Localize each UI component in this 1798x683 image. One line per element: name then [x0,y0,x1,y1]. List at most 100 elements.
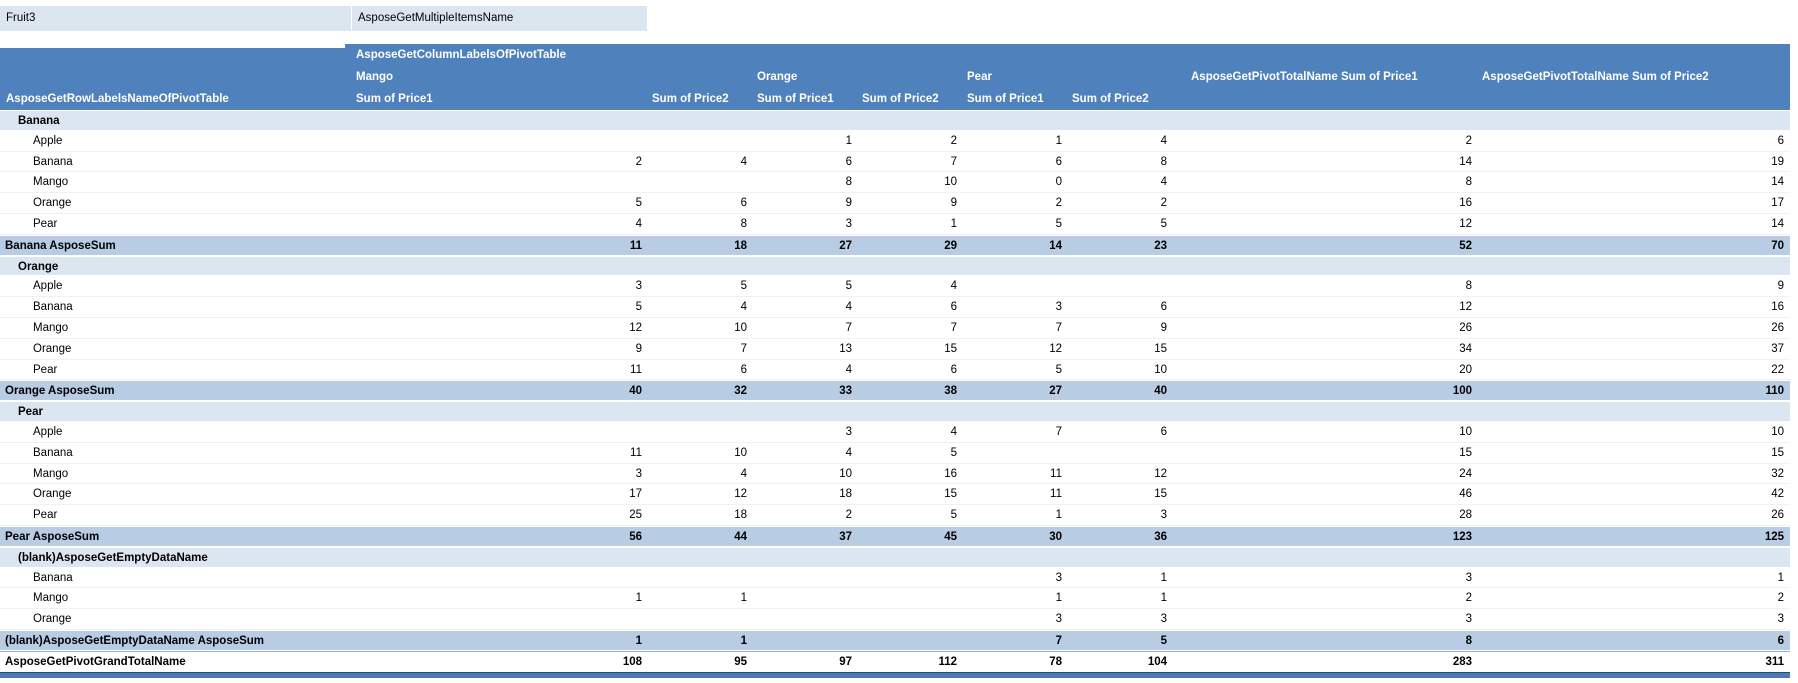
row-label-cell[interactable]: Banana [18,115,60,127]
value-cell[interactable] [963,443,1068,463]
value-cell[interactable]: 5 [1055,363,1062,376]
value-cell[interactable]: 10 [1459,425,1472,438]
value-cell[interactable] [753,609,858,629]
value-cell[interactable]: 32 [734,385,747,398]
value-cell[interactable]: 28 [1459,509,1472,522]
row-label-cell[interactable]: Orange [18,260,59,273]
value-cell[interactable]: 16 [1771,301,1784,314]
value-cell[interactable]: 34 [1459,342,1472,355]
value-cell[interactable]: 3 [1777,613,1784,626]
value-cell[interactable]: 36 [1154,530,1167,543]
value-cell[interactable]: 7 [740,342,747,355]
value-cell[interactable]: 2 [950,134,957,147]
column-labels-title-cell[interactable]: AsposeGetColumnLabelsOfPivotTable [356,49,567,61]
value-cell[interactable] [648,172,753,192]
value-cell[interactable]: 8 [1465,176,1472,189]
value-cell[interactable]: 1 [950,217,957,230]
value-cell[interactable]: 78 [1049,655,1062,668]
value-cell[interactable] [648,568,753,588]
value-cell[interactable]: 15 [1154,488,1167,501]
value-cell[interactable] [963,402,1068,421]
value-cell[interactable]: 24 [1459,467,1472,480]
value-cell[interactable] [963,548,1068,567]
value-cell[interactable]: 2 [1160,197,1167,210]
value-cell[interactable]: 9 [1777,280,1784,293]
column-group-mango[interactable]: Mango [356,71,394,83]
value-cell[interactable]: 4 [635,217,642,230]
value-cell[interactable] [858,609,963,629]
value-cell[interactable] [1173,548,1478,567]
value-cell[interactable]: 12 [1459,301,1472,314]
value-cell[interactable]: 5 [1160,217,1167,230]
value-cell[interactable]: 8 [740,217,747,230]
value-cell[interactable]: 7 [845,321,852,334]
total-column-price2-header[interactable]: AsposeGetPivotTotalName Sum of Price2 [1482,71,1709,83]
value-cell[interactable]: 4 [845,446,852,459]
column-group-orange[interactable]: Orange [757,71,798,83]
value-cell[interactable]: 15 [944,488,957,501]
row-label-cell[interactable]: Apple [33,134,63,147]
value-cell[interactable]: 1 [1160,571,1167,584]
value-cell[interactable]: 6 [1160,425,1167,438]
value-cell[interactable]: 27 [839,239,852,252]
value-cell[interactable] [1068,548,1173,567]
row-label-cell[interactable]: Orange [33,342,72,355]
value-cell[interactable] [753,548,858,567]
value-cell[interactable] [648,111,753,130]
value-cell[interactable]: 100 [1452,385,1472,398]
value-cell[interactable]: 25 [629,509,642,522]
value-cell[interactable] [753,588,858,608]
value-cell[interactable]: 10 [839,467,852,480]
value-cell[interactable]: 3 [635,467,642,480]
row-label-cell[interactable]: (blank)AsposeGetEmptyDataName AsposeSum [5,634,265,647]
value-cell[interactable] [352,568,648,588]
value-cell[interactable]: 2 [1465,592,1472,605]
value-cell[interactable]: 46 [1459,488,1472,501]
value-cell[interactable]: 15 [944,342,957,355]
value-cell[interactable]: 6 [950,301,957,314]
value-cell[interactable]: 37 [839,530,852,543]
value-cell[interactable]: 17 [629,488,642,501]
value-cell[interactable] [1068,276,1173,296]
value-cell[interactable] [858,548,963,567]
value-cell[interactable]: 8 [845,176,852,189]
value-cell[interactable]: 97 [839,655,852,668]
value-cell[interactable]: 104 [1147,655,1167,668]
value-cell[interactable]: 14 [1049,239,1062,252]
value-cell[interactable] [1068,111,1173,130]
orange-sum-price2-header[interactable]: Sum of Price2 [862,93,939,105]
value-cell[interactable]: 3 [1055,301,1062,314]
value-cell[interactable]: 9 [950,197,957,210]
row-label-cell[interactable]: Banana [33,301,73,314]
value-cell[interactable]: 7 [950,321,957,334]
value-cell[interactable]: 1 [1160,592,1167,605]
value-cell[interactable] [1478,257,1790,276]
value-cell[interactable]: 10 [944,176,957,189]
row-label-cell[interactable]: Pear [33,363,58,376]
value-cell[interactable] [648,131,753,151]
value-cell[interactable]: 10 [1771,425,1784,438]
value-cell[interactable] [1173,111,1478,130]
value-cell[interactable]: 4 [845,301,852,314]
value-cell[interactable]: 5 [635,197,642,210]
value-cell[interactable]: 123 [1452,530,1472,543]
value-cell[interactable]: 4 [845,363,852,376]
value-cell[interactable]: 32 [1771,467,1784,480]
value-cell[interactable]: 5 [635,301,642,314]
value-cell[interactable]: 52 [1459,239,1472,252]
value-cell[interactable]: 26 [1771,509,1784,522]
value-cell[interactable] [858,631,963,650]
value-cell[interactable]: 2 [1055,197,1062,210]
value-cell[interactable]: 12 [1049,342,1062,355]
value-cell[interactable]: 26 [1771,321,1784,334]
value-cell[interactable]: 5 [1160,634,1167,647]
value-cell[interactable] [1068,443,1173,463]
value-cell[interactable]: 1 [1055,592,1062,605]
value-cell[interactable]: 1 [1055,509,1062,522]
value-cell[interactable]: 14 [1771,176,1784,189]
value-cell[interactable]: 3 [1160,509,1167,522]
value-cell[interactable]: 23 [1154,239,1167,252]
row-label-cell[interactable]: Pear [33,509,58,522]
value-cell[interactable]: 6 [845,155,852,168]
value-cell[interactable]: 40 [1154,385,1167,398]
